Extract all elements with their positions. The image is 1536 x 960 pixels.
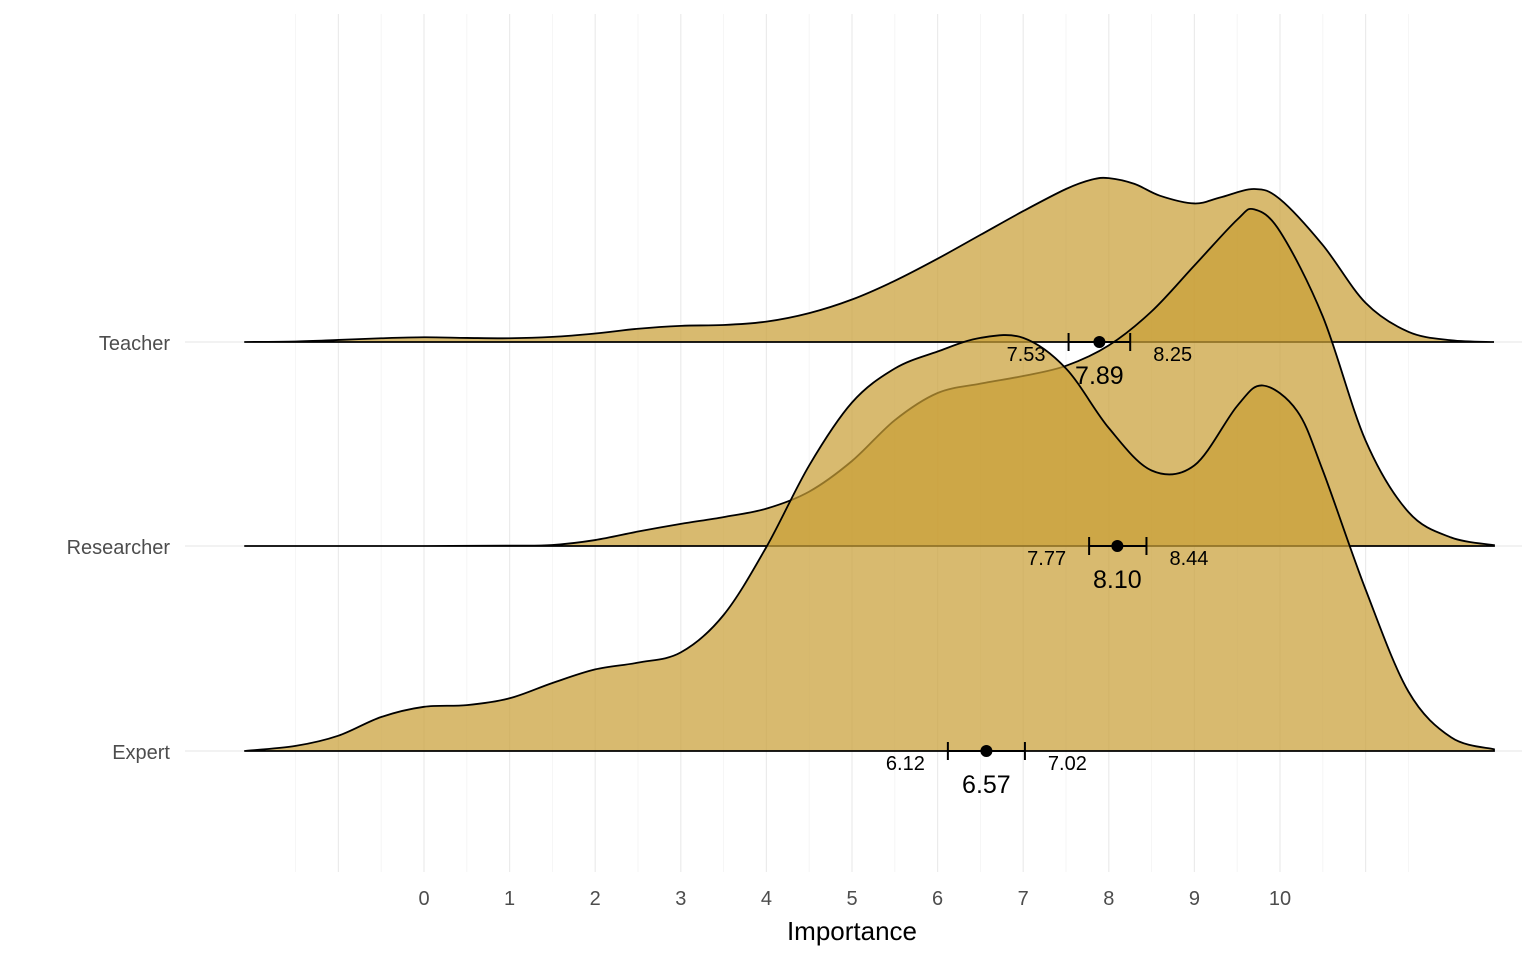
ci-low-label: 7.77 — [1027, 548, 1066, 570]
x-tick-label: 9 — [1189, 888, 1200, 910]
x-axis-title: Importance — [787, 916, 917, 946]
x-tick-label: 5 — [846, 888, 857, 910]
ci-high-label: 8.44 — [1169, 548, 1208, 570]
x-tick-label: 3 — [675, 888, 686, 910]
x-tick-label: 7 — [1018, 888, 1029, 910]
ci-low-label: 6.12 — [886, 753, 925, 775]
x-tick-label: 1 — [504, 888, 515, 910]
density-ridge-expert — [244, 334, 1495, 752]
confidence-intervals: 7.53 8.25 7.89 7.77 8.44 8.10 6.12 7.02 6.57 — [886, 333, 1208, 799]
x-tick-label: 4 — [761, 888, 772, 910]
ci-high-label: 7.02 — [1048, 753, 1087, 775]
x-tick-label: 0 — [418, 888, 429, 910]
ci-high-label: 8.25 — [1153, 344, 1192, 366]
mean-label: 8.10 — [1093, 566, 1142, 594]
y-category-label: Teacher — [99, 333, 170, 355]
x-tick-label: 10 — [1269, 888, 1291, 910]
mean-point — [1111, 540, 1124, 552]
y-axis-labels: Expert Researcher Teacher — [67, 333, 171, 764]
x-tick-label: 6 — [932, 888, 943, 910]
mean-point — [1093, 336, 1106, 348]
density-ridges — [244, 176, 1495, 752]
mean-point — [980, 745, 993, 757]
y-category-label: Researcher — [67, 537, 171, 559]
x-tick-label: 8 — [1103, 888, 1114, 910]
x-tick-label: 2 — [590, 888, 601, 910]
mean-label: 6.57 — [962, 771, 1011, 799]
mean-label: 7.89 — [1075, 362, 1124, 390]
y-category-label: Expert — [112, 742, 170, 764]
x-axis-tick-labels: 0 1 2 3 4 5 6 7 8 9 10 — [418, 888, 1291, 910]
ci-low-label: 7.53 — [1007, 344, 1046, 366]
